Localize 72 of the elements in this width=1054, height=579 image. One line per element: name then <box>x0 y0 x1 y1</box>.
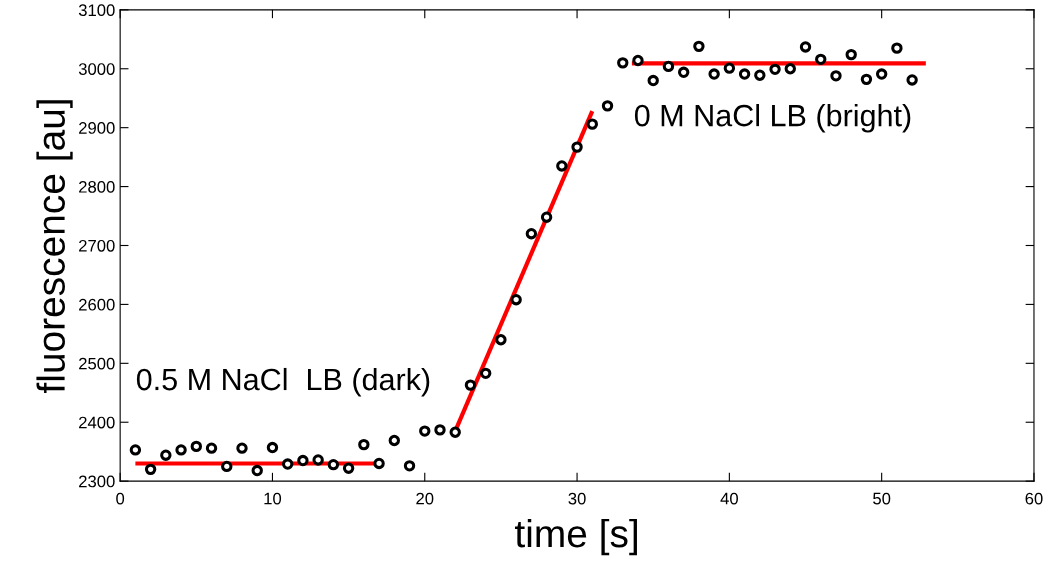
x-tick-label: 10 <box>264 492 282 505</box>
point <box>723 62 736 74</box>
point <box>479 367 492 380</box>
point <box>647 74 659 87</box>
point <box>403 460 416 472</box>
point <box>312 454 324 466</box>
point <box>419 425 431 437</box>
point <box>129 444 142 456</box>
y-axis-title: fluorescence [au] <box>36 100 73 394</box>
point <box>769 63 781 76</box>
point <box>251 464 263 477</box>
y-tick-label: 2400 <box>79 416 115 429</box>
point <box>586 118 598 130</box>
x-tick-label: 0 <box>116 492 125 505</box>
x-tick-label: 50 <box>873 492 891 505</box>
y-tick-label: 2500 <box>79 357 115 370</box>
y-tick-label: 3100 <box>78 4 115 17</box>
y-tick-label: 2900 <box>79 122 115 134</box>
point <box>845 48 857 61</box>
point <box>815 53 827 66</box>
point <box>708 68 720 80</box>
point <box>373 457 385 470</box>
annotation: 0.5 M NaCl LB (dark) <box>136 367 430 397</box>
point <box>906 74 918 86</box>
point <box>617 57 629 69</box>
point <box>297 454 309 467</box>
point <box>677 66 690 78</box>
point <box>891 42 903 54</box>
point <box>495 334 507 346</box>
y-tick-label: 2300 <box>79 475 115 488</box>
point <box>236 442 248 454</box>
x-tick-label: 30 <box>568 492 586 505</box>
point <box>342 462 355 474</box>
x-tick-label: 20 <box>416 492 434 505</box>
point <box>754 69 766 81</box>
point <box>662 60 675 73</box>
point <box>327 458 340 471</box>
point <box>693 40 705 53</box>
point <box>190 440 202 453</box>
y-tick-label: 2700 <box>79 239 115 252</box>
point <box>875 68 888 80</box>
point <box>830 70 842 82</box>
point <box>860 73 873 86</box>
point <box>160 449 172 461</box>
point <box>175 444 187 456</box>
y-tick-label: 2800 <box>79 180 115 193</box>
point <box>281 458 294 470</box>
point <box>266 441 279 454</box>
point <box>601 100 614 112</box>
point <box>632 54 644 67</box>
point <box>540 211 553 223</box>
point <box>799 41 812 53</box>
point <box>221 460 233 473</box>
x-tick-label: 60 <box>1025 492 1043 505</box>
point <box>388 434 400 447</box>
annotation: 0 M NaCl LB (bright) <box>634 104 911 133</box>
y-tick-label: 2600 <box>79 298 115 311</box>
point <box>525 228 538 240</box>
x-axis-title: time [s] <box>514 518 637 556</box>
point <box>144 463 157 476</box>
y-tick-label: 3000 <box>78 63 115 75</box>
point <box>556 160 568 172</box>
point <box>784 63 796 75</box>
point <box>358 438 370 451</box>
point <box>449 426 461 438</box>
point <box>464 379 477 391</box>
x-tick-label: 40 <box>720 492 738 505</box>
point <box>205 442 218 454</box>
point <box>434 424 446 436</box>
point <box>571 141 583 153</box>
point <box>738 68 751 80</box>
point <box>510 294 522 306</box>
